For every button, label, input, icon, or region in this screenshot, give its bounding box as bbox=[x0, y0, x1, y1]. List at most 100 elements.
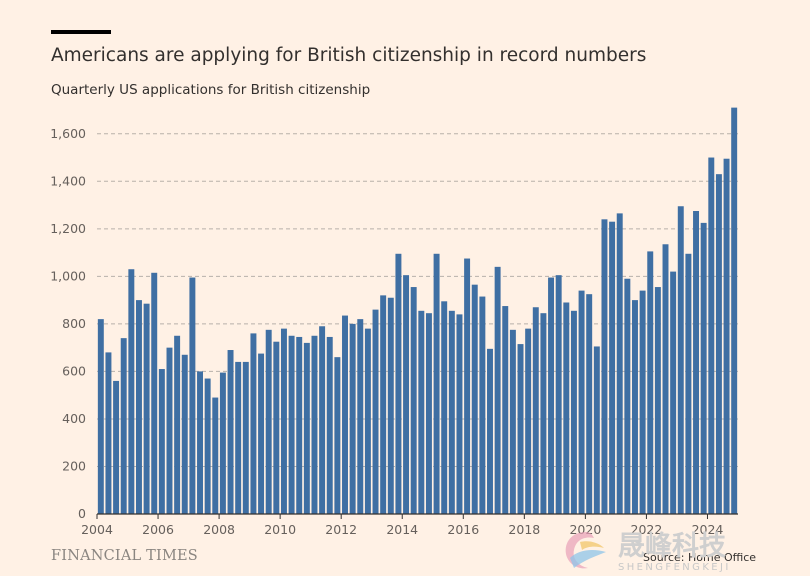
bar bbox=[693, 211, 700, 514]
bar bbox=[273, 341, 280, 514]
bar bbox=[288, 335, 295, 514]
bar bbox=[364, 328, 371, 514]
bar bbox=[677, 206, 684, 514]
bar bbox=[296, 336, 303, 514]
bar bbox=[410, 287, 417, 514]
bar bbox=[395, 253, 402, 514]
bar bbox=[387, 297, 394, 514]
x-tick-label: 2004 bbox=[81, 522, 113, 537]
bar bbox=[548, 277, 555, 514]
bar bbox=[685, 253, 692, 514]
x-tick-label: 2006 bbox=[142, 522, 174, 537]
watermark-text-cn: 晟峰科技 bbox=[618, 531, 726, 562]
bar bbox=[326, 336, 333, 514]
y-tick-label: 1,200 bbox=[50, 221, 86, 236]
bar bbox=[212, 397, 219, 514]
bars bbox=[97, 107, 738, 515]
bar bbox=[525, 328, 532, 514]
bar bbox=[670, 271, 677, 514]
bar bbox=[143, 303, 150, 514]
bar bbox=[586, 294, 593, 514]
x-tick-label: 2014 bbox=[386, 522, 418, 537]
bar bbox=[647, 251, 654, 514]
y-tick-label: 200 bbox=[62, 458, 86, 473]
bar bbox=[563, 302, 570, 514]
bar bbox=[532, 307, 539, 514]
bar bbox=[555, 275, 562, 514]
bar bbox=[403, 275, 410, 514]
bar bbox=[616, 213, 623, 514]
y-tick-label: 1,000 bbox=[50, 268, 86, 283]
top-rule bbox=[51, 30, 111, 34]
watermark: 晟峰科技 SHENGFENGKEJI bbox=[560, 522, 760, 576]
x-tick-label: 2020 bbox=[569, 522, 601, 537]
y-tick-label: 400 bbox=[62, 411, 86, 426]
bar bbox=[654, 287, 661, 514]
bar bbox=[502, 306, 509, 514]
bar bbox=[189, 277, 196, 514]
bar bbox=[242, 361, 249, 514]
bar bbox=[715, 174, 722, 514]
bar bbox=[723, 158, 730, 514]
bar bbox=[174, 335, 181, 514]
bar bbox=[609, 221, 616, 514]
bar bbox=[204, 378, 211, 514]
bar bbox=[425, 313, 432, 514]
bar bbox=[120, 338, 127, 514]
gridlines bbox=[97, 133, 738, 467]
bar bbox=[311, 335, 318, 514]
bar bbox=[593, 346, 600, 514]
bar bbox=[471, 284, 478, 514]
bar bbox=[372, 309, 379, 514]
bar bbox=[487, 348, 493, 514]
x-tick-label: 2018 bbox=[508, 522, 540, 537]
x-tick-label: 2022 bbox=[631, 522, 663, 537]
bar bbox=[624, 278, 631, 514]
bar bbox=[578, 290, 585, 514]
bar bbox=[197, 371, 203, 514]
bar bbox=[342, 315, 348, 514]
bar bbox=[219, 372, 226, 514]
bar bbox=[334, 357, 341, 514]
y-tick-label: 600 bbox=[62, 363, 86, 378]
bar bbox=[357, 319, 364, 514]
watermark-logo-icon bbox=[565, 532, 606, 569]
x-axis: 2004 2006 2008 2010 2012 2014 2016 2018 2020 2022… bbox=[81, 513, 738, 537]
bar bbox=[418, 310, 425, 514]
bar bbox=[258, 353, 265, 514]
bar bbox=[105, 352, 112, 514]
bar bbox=[464, 258, 471, 514]
bar bbox=[456, 314, 463, 514]
bar bbox=[433, 253, 440, 514]
bar bbox=[158, 369, 165, 514]
bar bbox=[494, 266, 501, 514]
x-tick-label: 2016 bbox=[447, 522, 479, 537]
watermark-text-en: SHENGFENGKEJI bbox=[618, 562, 731, 573]
bar bbox=[113, 380, 120, 514]
bar bbox=[448, 310, 455, 514]
bar bbox=[639, 290, 646, 514]
bar bbox=[731, 107, 738, 514]
y-tick-label: 1,400 bbox=[50, 173, 86, 188]
y-tick-label: 800 bbox=[62, 316, 86, 331]
bar bbox=[250, 333, 257, 514]
bar bbox=[632, 300, 638, 514]
source-note: Source: Home Office bbox=[643, 551, 757, 564]
bar bbox=[540, 313, 547, 514]
ft-brand: FINANCIAL TIMES bbox=[51, 548, 198, 564]
bar bbox=[181, 354, 188, 514]
bar bbox=[97, 319, 104, 514]
bar bbox=[135, 300, 142, 514]
bar bbox=[280, 328, 287, 514]
bar bbox=[441, 301, 448, 514]
bar bbox=[151, 272, 158, 514]
x-tick-label: 2008 bbox=[203, 522, 235, 537]
bar bbox=[166, 347, 173, 514]
bar bbox=[708, 157, 715, 514]
bar bbox=[380, 295, 387, 514]
bar bbox=[227, 350, 234, 514]
bar bbox=[265, 329, 272, 514]
bar bbox=[128, 269, 135, 514]
bar bbox=[349, 323, 356, 514]
